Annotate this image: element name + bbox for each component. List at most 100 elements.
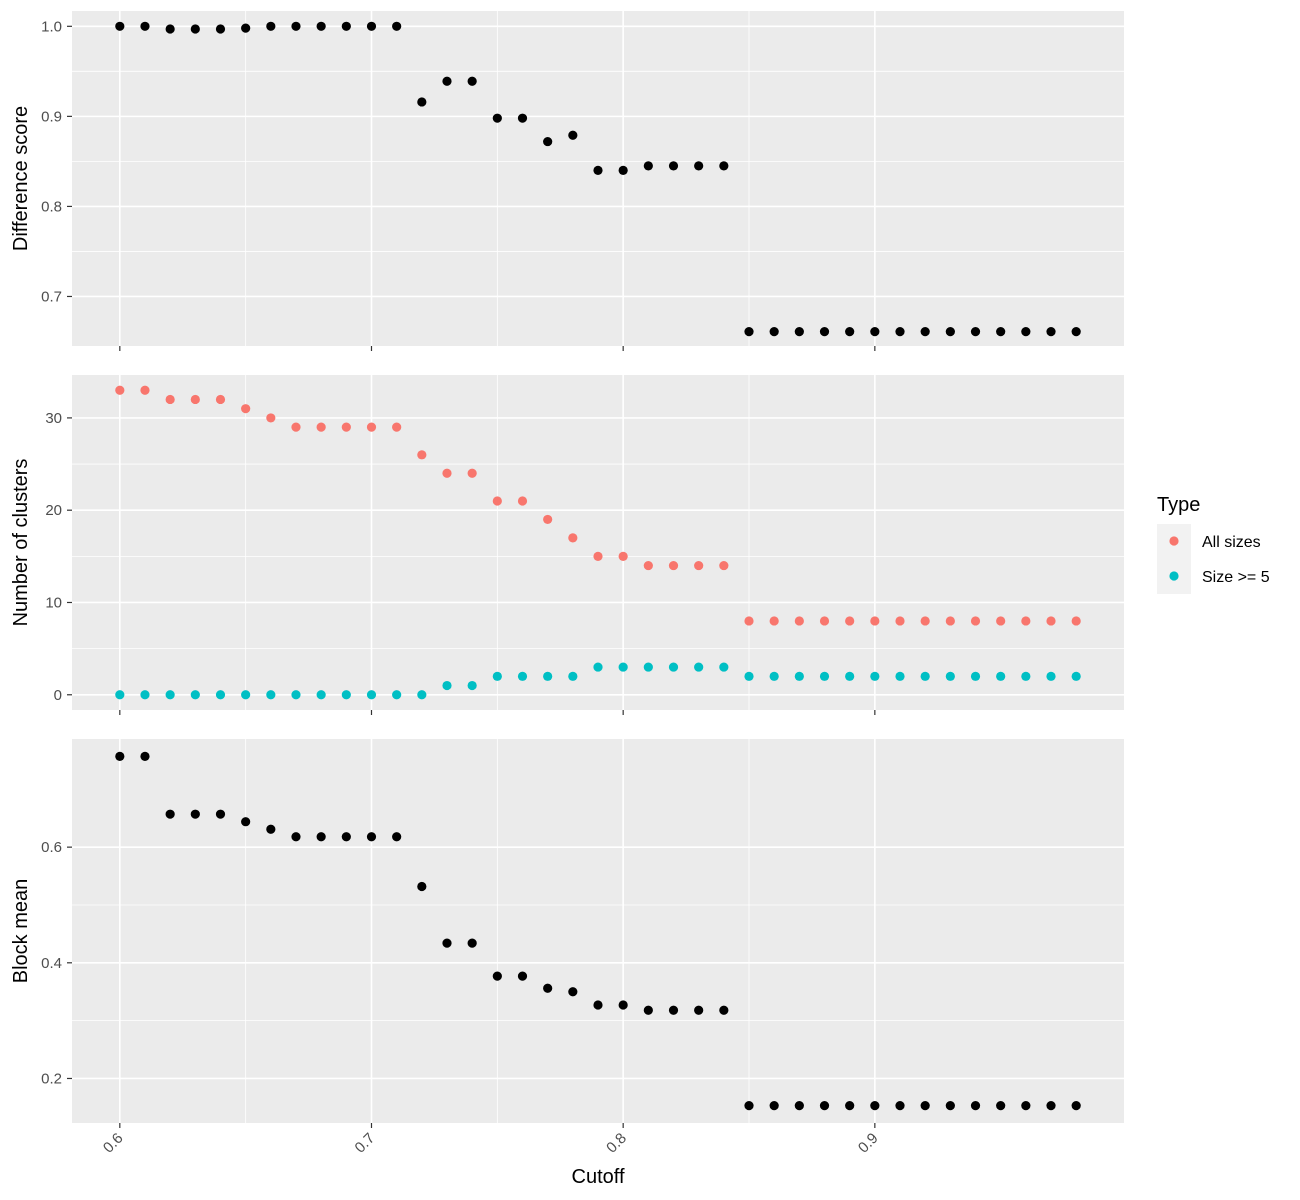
data-point — [643, 161, 653, 171]
data-point — [643, 1005, 653, 1015]
data-point — [442, 938, 452, 948]
data-point — [316, 832, 326, 842]
data-point — [1071, 671, 1081, 681]
data-point — [819, 616, 830, 626]
legend-dot-size-ge-5 — [1169, 571, 1179, 581]
data-point — [945, 616, 955, 626]
data-point — [945, 1101, 955, 1111]
data-point — [819, 326, 830, 337]
legend-label-size-ge-5: Size >= 5 — [1202, 569, 1270, 586]
panel-background — [72, 11, 1124, 346]
y-tick-label: 10 — [45, 594, 62, 611]
data-point — [1046, 671, 1056, 681]
data-point — [945, 671, 955, 681]
y-tick-label: 0 — [54, 687, 62, 704]
data-point — [517, 113, 528, 123]
data-point — [115, 385, 125, 395]
data-point — [266, 824, 276, 834]
data-point — [1071, 326, 1081, 337]
data-point — [794, 671, 804, 681]
data-point — [769, 671, 779, 681]
y-tick-label: 0.4 — [41, 955, 62, 972]
data-point — [719, 1005, 729, 1015]
data-point — [165, 394, 175, 405]
data-point — [769, 326, 779, 337]
data-point — [643, 560, 653, 571]
data-point — [593, 551, 603, 561]
data-point — [593, 1000, 603, 1010]
data-point — [568, 671, 578, 681]
panel-2: 0 10 20 30 Number of clusters — [10, 375, 1124, 715]
data-point — [517, 496, 528, 506]
data-point — [291, 832, 301, 842]
data-point — [241, 23, 251, 33]
data-point — [920, 671, 930, 681]
data-point — [467, 468, 477, 478]
data-point — [694, 1005, 704, 1015]
y-tick-label: 0.6 — [41, 839, 62, 856]
data-point — [1046, 326, 1056, 337]
data-point — [819, 671, 830, 681]
data-point — [492, 971, 502, 981]
data-point — [190, 394, 200, 405]
data-point — [190, 24, 200, 34]
data-point — [165, 809, 175, 819]
chart-panels: 0.7 0.8 0.9 1.0 Difference score 0 10 20 30 Numbe… — [10, 11, 1124, 1128]
y-tick-label: 30 — [45, 410, 62, 427]
data-point — [996, 1101, 1006, 1111]
data-point — [668, 560, 679, 571]
data-point — [1021, 671, 1031, 681]
data-point — [316, 21, 326, 31]
x-axis: 0.6 0.7 0.8 0.9 — [100, 1130, 882, 1157]
y-axis-title: Number of clusters — [10, 459, 32, 627]
data-point — [744, 671, 754, 681]
x-tick-label: 0.9 — [855, 1130, 882, 1157]
data-point — [140, 385, 150, 395]
y-tick-label: 0.9 — [41, 108, 62, 125]
data-point — [970, 616, 981, 626]
series-2 — [115, 662, 1081, 700]
data-point — [442, 76, 452, 86]
data-point — [341, 690, 351, 700]
data-point — [845, 326, 855, 337]
data-point — [694, 662, 704, 672]
data-point — [895, 1101, 905, 1111]
y-tick-label: 0.8 — [41, 198, 62, 215]
x-tick-label: 0.6 — [100, 1130, 127, 1157]
data-point — [970, 326, 981, 337]
data-point — [794, 1101, 804, 1111]
data-point — [543, 983, 553, 993]
data-point — [1021, 326, 1031, 337]
x-tick-label: 0.8 — [603, 1130, 630, 1157]
data-point — [744, 326, 754, 337]
series-1 — [115, 751, 1081, 1111]
data-point — [291, 21, 301, 31]
y-tick-label: 20 — [45, 502, 62, 519]
data-point — [1021, 616, 1031, 626]
data-point — [920, 1101, 930, 1111]
data-point — [870, 616, 880, 626]
data-point — [794, 616, 804, 626]
panel-3: 0.2 0.4 0.6 Block mean — [10, 739, 1124, 1128]
data-point — [895, 616, 905, 626]
data-point — [215, 809, 226, 819]
data-point — [895, 326, 905, 337]
data-point — [996, 616, 1006, 626]
data-point — [694, 161, 704, 171]
series-1 — [115, 21, 1081, 337]
panel-background — [72, 739, 1124, 1123]
panel-background — [72, 375, 1124, 710]
data-point — [845, 1101, 855, 1111]
data-point — [618, 165, 628, 175]
data-point — [417, 97, 427, 107]
data-point — [392, 422, 402, 432]
data-point — [769, 616, 779, 626]
data-point — [266, 21, 276, 31]
data-point — [341, 832, 351, 842]
data-point — [845, 671, 855, 681]
data-point — [341, 21, 351, 31]
data-point — [568, 987, 578, 997]
y-axis-title: Block mean — [10, 879, 32, 984]
data-point — [291, 422, 301, 432]
data-point — [392, 832, 402, 842]
